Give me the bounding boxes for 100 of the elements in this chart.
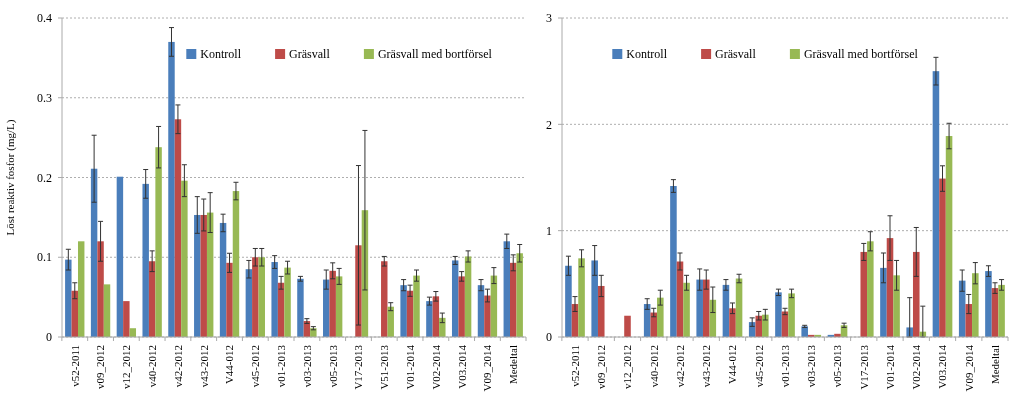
y-tick-label: 0.3	[37, 90, 52, 105]
x-tick-label: V44-012	[726, 345, 739, 385]
bar	[591, 260, 598, 337]
bar	[439, 317, 446, 337]
x-tick-label: v01-2013	[778, 344, 791, 388]
bar	[329, 270, 336, 337]
x-tick-label: V03.2014	[455, 344, 468, 389]
y-tick-label: 0.1	[37, 250, 52, 265]
bar	[867, 241, 874, 337]
x-tick-label: V01-2014	[883, 344, 896, 390]
bar	[578, 258, 585, 337]
y-tick-label: 0	[546, 330, 552, 345]
bar	[503, 241, 511, 337]
x-tick-label: V09_2014	[481, 344, 494, 392]
bar	[252, 257, 259, 337]
legend-label: Gräsvall med bortförsel	[803, 47, 919, 62]
bar	[103, 284, 111, 337]
bar	[696, 279, 703, 337]
x-tick-label: v45-2012	[752, 345, 765, 388]
legend-label: Kontroll	[626, 47, 668, 62]
bar	[510, 262, 517, 337]
bar	[912, 251, 920, 337]
bar	[277, 282, 285, 337]
x-tick-label: Medeltal	[988, 345, 1001, 385]
bar	[972, 273, 979, 337]
legend-label: Kontroll	[200, 47, 242, 62]
bar	[945, 136, 953, 337]
bar	[683, 282, 690, 337]
bar	[65, 259, 72, 337]
x-tick-label: V17-2013	[857, 344, 870, 390]
bar	[880, 267, 887, 337]
x-tick-label: v12_2012	[120, 345, 133, 389]
x-tick-label: v52-2011	[568, 345, 581, 387]
x-tick-label: v05-2013	[831, 344, 844, 388]
bar	[624, 315, 631, 337]
bar	[755, 315, 763, 337]
y-tick-label: 2	[546, 117, 552, 132]
bar	[381, 261, 388, 337]
x-tick-label: V44-012	[223, 345, 236, 385]
bar	[194, 214, 201, 337]
x-tick-label: v03-2013	[300, 344, 313, 388]
bar	[226, 262, 233, 337]
y-tick-label: 3	[546, 11, 552, 26]
bar	[650, 312, 658, 337]
x-tick-label: V02-2014	[429, 344, 442, 390]
legend-label: Gräsvall med bortförsel	[377, 47, 493, 62]
bar	[735, 278, 743, 337]
bar	[168, 41, 175, 337]
bar	[284, 267, 291, 337]
x-tick-label: v52-2011	[68, 345, 81, 387]
x-tick-label: v09_2012	[595, 345, 608, 389]
bar	[335, 276, 343, 337]
bar	[174, 119, 182, 337]
bar	[413, 275, 420, 337]
x-tick-label: V02-2014	[910, 344, 923, 390]
bar	[97, 241, 104, 337]
bar	[77, 241, 85, 337]
x-tick-label: V51-2013	[378, 344, 391, 390]
bar	[477, 285, 485, 337]
bar	[932, 71, 940, 337]
bar	[998, 284, 1005, 337]
bar	[484, 295, 491, 337]
bar	[702, 279, 710, 337]
x-tick-label: v05-2013	[326, 344, 339, 388]
bar	[297, 278, 304, 337]
bar	[775, 292, 782, 337]
bar	[406, 290, 414, 337]
bar	[939, 178, 946, 337]
legend-label: Gräsvall	[289, 47, 331, 62]
y-tick-label: 1	[546, 223, 552, 238]
bar	[451, 260, 459, 337]
bar	[206, 212, 214, 337]
x-tick-label: v42-2012	[171, 345, 184, 388]
bar	[965, 304, 973, 337]
bar	[670, 186, 677, 337]
bar	[71, 290, 78, 337]
x-tick-label: v09_2012	[94, 345, 107, 389]
bar	[801, 326, 808, 337]
bar	[271, 262, 278, 337]
x-tick-label: V17-2013	[352, 344, 365, 390]
bar	[893, 275, 900, 337]
bar	[116, 176, 124, 337]
y-tick-label: 0.2	[37, 170, 52, 185]
bar	[516, 253, 523, 337]
x-tick-label: v43-2012	[197, 345, 210, 388]
y-tick-label: 0	[46, 330, 52, 345]
bar	[490, 275, 498, 337]
x-tick-label: v45-2012	[249, 345, 262, 388]
y-tick-label: 0.4	[37, 11, 52, 26]
x-tick-label: v03-2013	[805, 344, 818, 388]
x-tick-label: v40-2012	[145, 345, 158, 388]
bar	[123, 301, 130, 337]
bar	[232, 191, 240, 337]
bar	[860, 251, 868, 337]
bar	[258, 257, 265, 337]
bar	[219, 222, 227, 337]
bar	[400, 285, 407, 337]
x-tick-label: v12_2012	[621, 345, 634, 389]
x-tick-label: v40-2012	[647, 345, 660, 388]
y-axis-title: Löst reaktiv fosfor (mg/L)	[4, 119, 17, 236]
